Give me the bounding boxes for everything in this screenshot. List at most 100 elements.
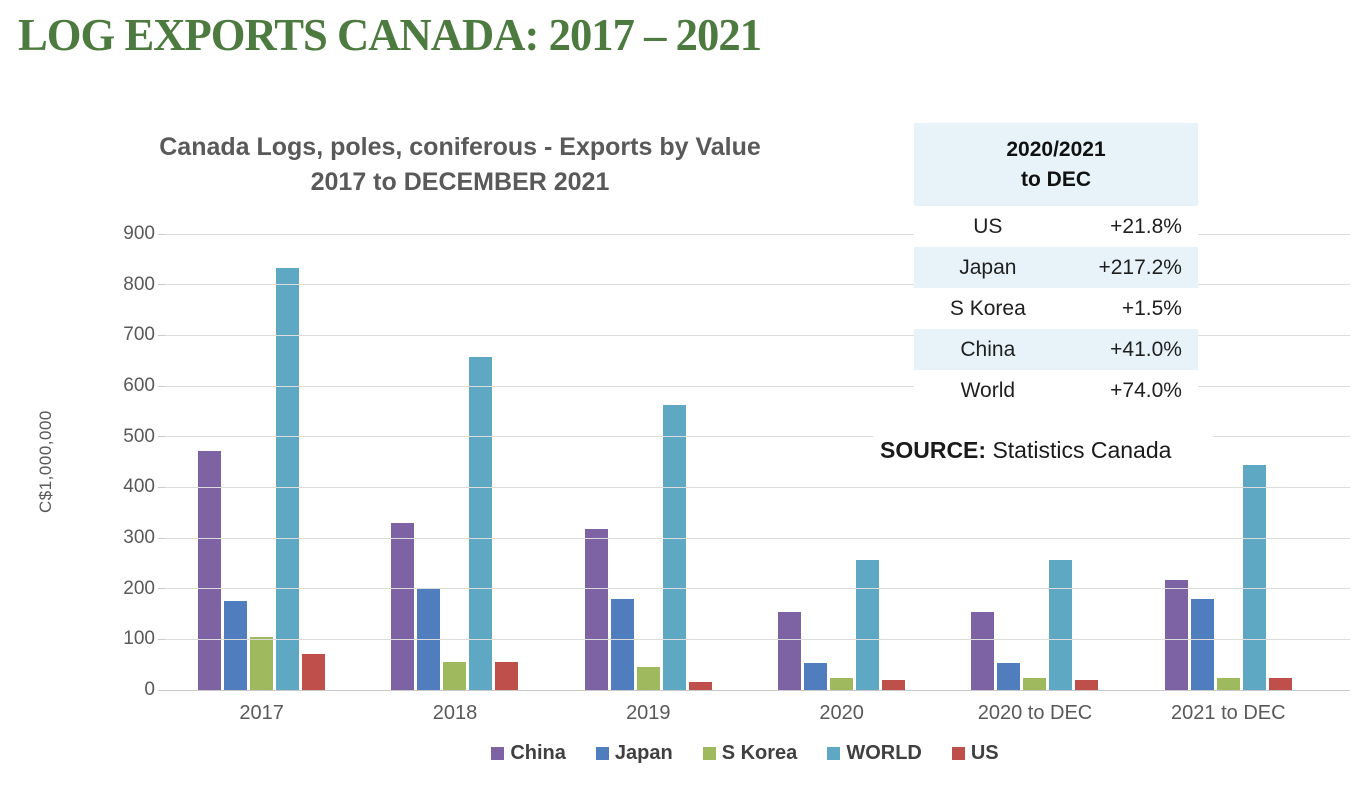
bar-s-korea-2020 (830, 678, 854, 690)
chart-title-line2: 2017 to DECEMBER 2021 (310, 168, 610, 196)
legend-swatch-us (951, 747, 965, 760)
bar-group-2017 (165, 234, 358, 690)
bar-japan-2021-to-dec (1190, 599, 1214, 690)
legend-swatch-japan (595, 747, 609, 760)
legend-label-japan: Japan (614, 742, 673, 764)
legend-swatch-world (827, 747, 841, 760)
gridline-900 (165, 233, 1350, 235)
y-tick-label-600: 600 (123, 375, 155, 396)
bar-china-2018 (391, 523, 415, 690)
x-label-2020: 2020 (819, 702, 864, 724)
legend-label-us: US (970, 742, 999, 764)
y-tick-label-900: 900 (123, 223, 155, 244)
table-cell-country: US (973, 214, 1003, 238)
y-tick-label-500: 500 (123, 425, 155, 447)
table-cell-change: +74.0% (1110, 378, 1182, 402)
bar-us-2020-to-dec (1075, 680, 1099, 690)
gridline-500 (165, 436, 1350, 438)
x-label-2017: 2017 (239, 702, 284, 724)
y-tick-label-100: 100 (123, 628, 155, 650)
bar-s-korea-2017 (250, 637, 274, 690)
bar-group-2021-to-dec (1132, 234, 1325, 690)
page-title: LOG EXPORTS CANADA: 2017 – 2021 (18, 9, 762, 60)
chart-title: Canada Logs, poles, coniferous - Exports… (80, 130, 840, 200)
bar-china-2019 (584, 529, 608, 690)
bar-series-area (165, 234, 1325, 690)
table-cell-country: World (960, 378, 1016, 402)
bar-group-2020-to-dec (938, 234, 1131, 690)
gridline-800 (165, 284, 1350, 286)
table-cell-change: +41.0% (1110, 337, 1182, 361)
table-cell-country: S Korea (949, 296, 1026, 320)
chart-plot-area (158, 233, 1350, 691)
bar-us-2020 (882, 680, 906, 690)
bar-s-korea-2021-to-dec (1216, 678, 1240, 690)
bar-world-2019 (662, 405, 686, 690)
legend-item-s-korea: S Korea (702, 742, 797, 765)
table-row-world: World +74.0% (914, 370, 1198, 411)
y-tick-200 (158, 588, 165, 590)
bar-japan-2020 (804, 663, 828, 690)
legend-swatch-s-korea (702, 747, 716, 760)
bar-us-2019 (688, 682, 712, 690)
y-tick-label-700: 700 (123, 324, 155, 346)
legend-item-world: WORLD (827, 742, 922, 765)
gridline-600 (165, 385, 1350, 387)
gridline-100 (165, 638, 1350, 640)
bar-world-2021-to-dec (1242, 465, 1266, 690)
source-label: SOURCE: (880, 436, 987, 463)
table-row-china: China +41.0% (914, 329, 1198, 370)
table-row-s-korea: S Korea +1.5% (914, 288, 1198, 329)
y-tick-300 (158, 537, 165, 539)
y-tick-500 (158, 436, 165, 438)
bar-japan-2020-to-dec (997, 663, 1021, 690)
y-tick-100 (158, 638, 165, 640)
gridline-200 (165, 588, 1350, 590)
chart-title-line1: Canada Logs, poles, coniferous - Exports… (159, 133, 761, 161)
change-table: 2020/2021 to DEC US +21.8% Japan +217.2%… (914, 123, 1198, 411)
y-tick-700 (158, 334, 165, 336)
legend-label-world: WORLD (846, 742, 922, 764)
bar-china-2020 (778, 612, 802, 690)
bar-us-2018 (495, 662, 519, 690)
chart-legend: China Japan S Korea WORLD US (165, 742, 1325, 765)
x-label-2020-to-dec: 2020 to DEC (977, 702, 1093, 724)
table-row-japan: Japan +217.2% (914, 247, 1198, 288)
x-label-2019: 2019 (626, 702, 671, 724)
change-table-header: 2020/2021 to DEC (914, 123, 1198, 206)
table-row-us: US +21.8% (914, 206, 1198, 247)
bar-china-2020-to-dec (971, 612, 995, 690)
y-tick-label-200: 200 (123, 577, 155, 599)
bar-world-2017 (276, 268, 300, 690)
bar-group-2019 (552, 234, 745, 690)
change-table-header-line2: to DEC (1021, 168, 1091, 191)
y-tick-label-300: 300 (123, 527, 155, 548)
bar-china-2017 (198, 451, 222, 690)
bar-japan-2017 (224, 601, 248, 690)
y-tick-label-0: 0 (144, 679, 155, 700)
bar-group-2018 (358, 234, 551, 690)
x-label-2021-to-dec: 2021 to DEC (1171, 702, 1286, 724)
bar-s-korea-2020-to-dec (1023, 678, 1047, 690)
y-tick-400 (158, 486, 165, 488)
legend-item-china: China (491, 742, 566, 765)
gridline-400 (165, 486, 1350, 488)
bar-us-2017 (302, 654, 326, 690)
legend-swatch-china (491, 747, 505, 760)
table-cell-country: China (960, 337, 1016, 361)
x-label-2018: 2018 (432, 702, 478, 724)
gridline-700 (165, 334, 1350, 336)
bar-us-2021-to-dec (1268, 678, 1292, 690)
y-tick-800 (158, 284, 165, 286)
bar-group-2020 (745, 234, 938, 690)
legend-item-us: US (951, 742, 999, 765)
y-tick-600 (158, 385, 165, 387)
bar-china-2021-to-dec (1164, 580, 1188, 690)
x-axis-labels: 2017 2018 2019 2020 2020 to DEC 2021 to … (165, 702, 1325, 725)
y-tick-0 (158, 689, 165, 691)
source-text: Statistics Canada (986, 436, 1172, 463)
table-cell-change: +217.2% (1098, 255, 1182, 279)
y-tick-label-800: 800 (123, 273, 155, 295)
source-credit: SOURCE: Statistics Canada (873, 426, 1213, 474)
